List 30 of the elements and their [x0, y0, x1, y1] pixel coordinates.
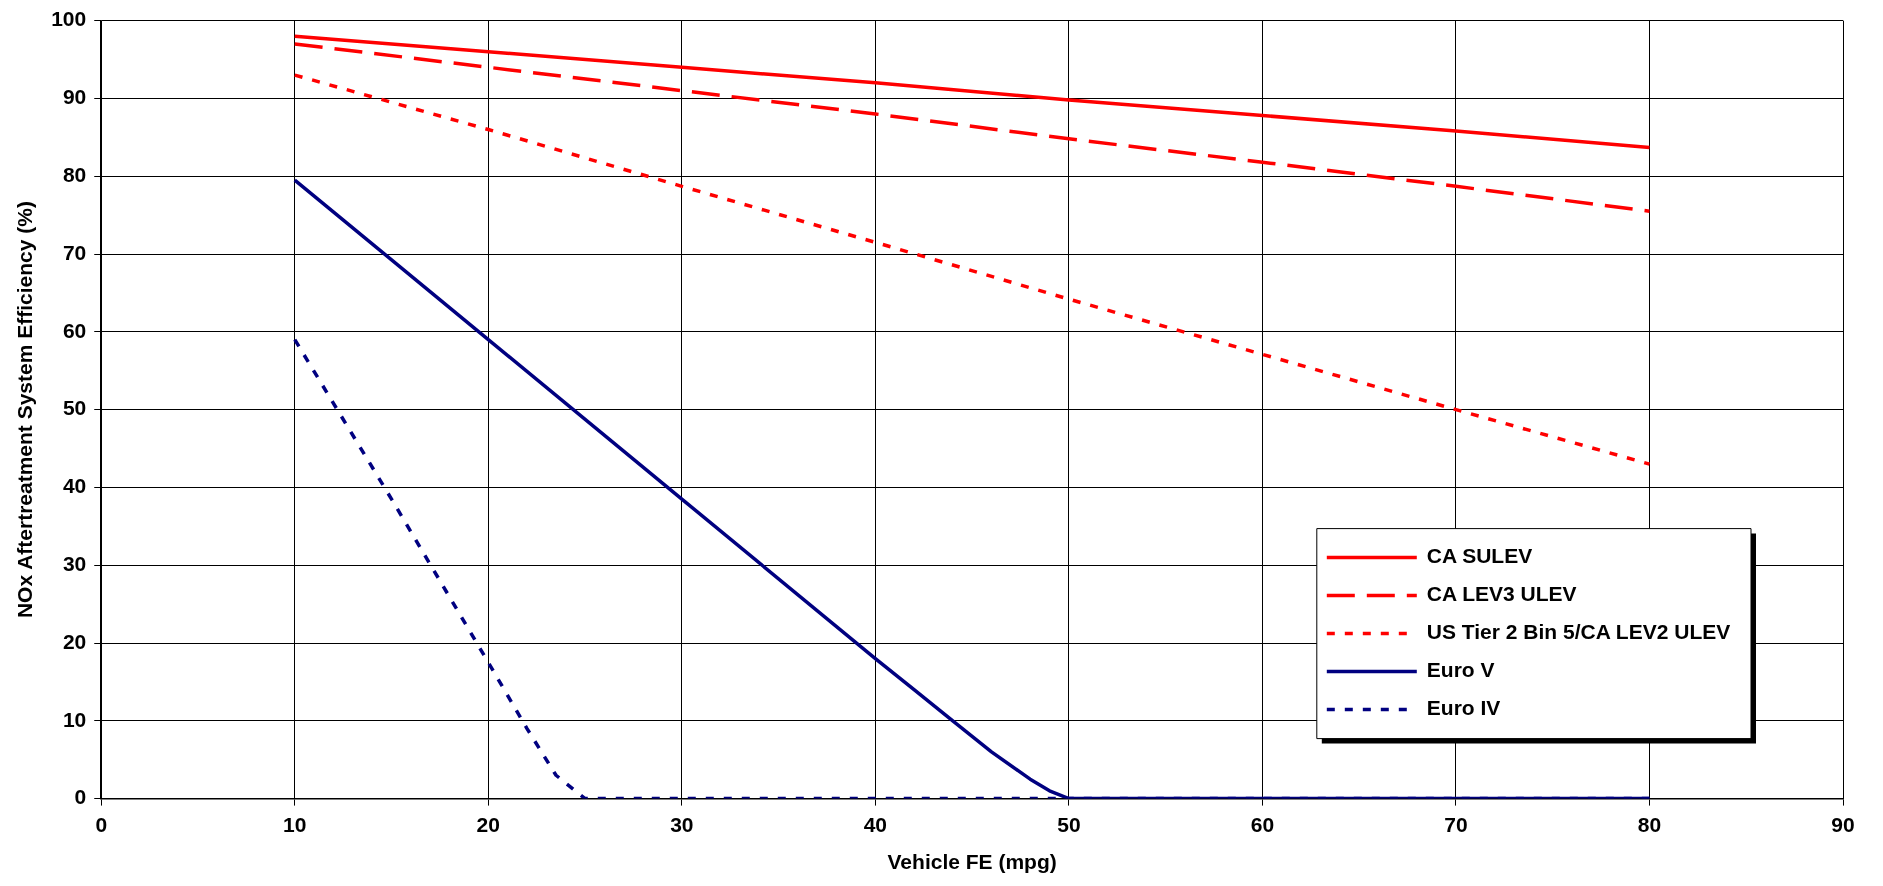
- x-tick-label: 70: [1444, 813, 1468, 836]
- y-tick-label: 10: [62, 707, 87, 731]
- legend-label: Euro V: [1426, 658, 1495, 682]
- y-tick-label: 60: [62, 318, 87, 342]
- y-tick-label: 20: [62, 629, 87, 653]
- y-tick-label: 50: [62, 396, 87, 420]
- y-tick-label: 40: [62, 474, 87, 498]
- y-tick-label: 0: [74, 785, 87, 809]
- y-tick-label: 90: [62, 85, 87, 109]
- x-tick-label: 20: [476, 813, 500, 836]
- x-tick-label: 30: [670, 813, 694, 836]
- x-tick-label: 50: [1057, 813, 1081, 836]
- x-axis-title: Vehicle FE (mpg): [887, 850, 1057, 874]
- y-tick-label: 30: [62, 552, 87, 575]
- x-tick-label: 90: [1831, 813, 1855, 836]
- x-tick-label: 60: [1250, 813, 1275, 836]
- legend-label: CA LEV3 ULEV: [1426, 582, 1577, 606]
- legend-label: US Tier 2 Bin 5/CA LEV2 ULEV: [1426, 620, 1731, 644]
- y-tick-label: 100: [51, 7, 87, 31]
- x-tick-label: 10: [283, 813, 307, 836]
- line-series: [293, 73, 1652, 466]
- line-series: [293, 42, 1652, 213]
- x-tick-label: 0: [95, 813, 108, 836]
- y-axis-title: NOx Aftertreatment System Efficiency (%): [13, 201, 37, 619]
- y-tick-label: 80: [62, 163, 87, 186]
- x-tick-label: 40: [863, 813, 888, 836]
- x-tick-label: 80: [1637, 813, 1662, 836]
- legend-label: CA SULEV: [1426, 544, 1533, 568]
- legend-label: Euro IV: [1426, 696, 1501, 720]
- y-tick-label: 70: [62, 240, 87, 264]
